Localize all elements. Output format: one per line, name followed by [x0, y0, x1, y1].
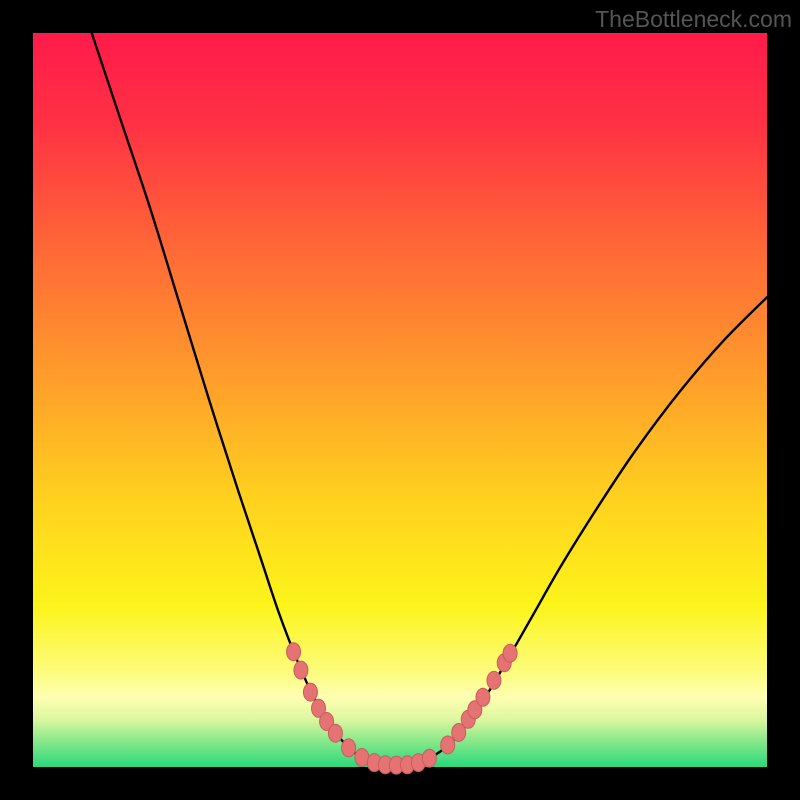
- chart-plot-area: [33, 33, 767, 767]
- data-marker: [441, 736, 455, 754]
- data-marker: [355, 748, 369, 766]
- data-marker: [328, 724, 342, 742]
- data-marker: [503, 644, 517, 662]
- watermark-text: TheBottleneck.com: [595, 6, 792, 33]
- chart-container: TheBottleneck.com: [0, 0, 800, 800]
- data-marker: [294, 661, 308, 679]
- bottleneck-chart: [0, 0, 800, 800]
- data-marker: [422, 749, 436, 767]
- data-marker: [287, 643, 301, 661]
- data-marker: [476, 688, 490, 706]
- data-marker: [342, 739, 356, 757]
- data-marker: [303, 683, 317, 701]
- data-marker: [487, 671, 501, 689]
